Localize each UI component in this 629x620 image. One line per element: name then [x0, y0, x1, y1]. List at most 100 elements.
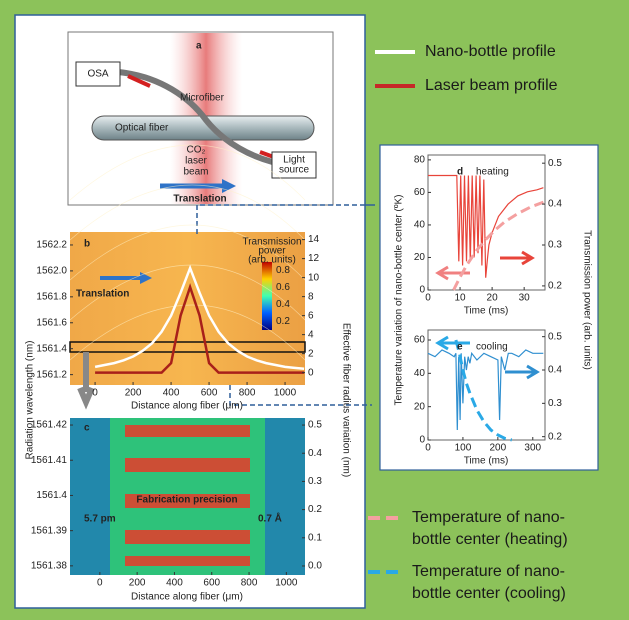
- heatmap-fringe: [69, 144, 306, 201]
- y-tick-label: 1561.38: [31, 560, 68, 571]
- panel-label: d: [457, 167, 463, 178]
- y-tick-label: 1561.2: [36, 369, 67, 380]
- translation-label: Translation: [173, 194, 226, 205]
- temperature-line: [454, 339, 513, 442]
- y2-tick-label: 0.2: [308, 504, 322, 515]
- translation-arrow-b-head: [140, 272, 152, 284]
- y2-axis-label: Transmission power (arb. units): [581, 230, 592, 370]
- y-tick-label: 60: [414, 187, 426, 198]
- precision-left: 5.7 pm: [84, 514, 116, 525]
- y2-tick-label: 0.3: [548, 240, 562, 251]
- panel-label: a: [196, 41, 202, 52]
- y2-tick-label: 14: [308, 234, 320, 245]
- y2-tick-label: 10: [308, 272, 320, 283]
- y-tick-label: 40: [414, 220, 426, 231]
- profile-line: [94, 264, 305, 371]
- translation-label: Translation: [76, 289, 129, 300]
- x-tick-label: 200: [125, 388, 142, 399]
- legend-label: Temperature of nano-: [412, 509, 565, 526]
- heatmap-c-stripes: [125, 425, 250, 566]
- panel-title: heating: [476, 167, 509, 178]
- legend-label: Laser beam profile: [425, 77, 558, 94]
- x-tick-label: 1000: [275, 578, 298, 589]
- y-tick-label: 20: [414, 252, 426, 263]
- legend-label: Nano-bottle profile: [425, 43, 556, 60]
- y-tick-label: 20: [414, 401, 426, 412]
- x-tick-label: 0: [92, 388, 98, 399]
- heatmap-c-edge: [265, 418, 305, 575]
- colorbar-tick: 0.4: [276, 299, 290, 310]
- right-frame: [379, 144, 599, 471]
- x-tick-label: 200: [129, 578, 146, 589]
- y2-tick-label: 0.4: [308, 448, 322, 459]
- laser-label: laser: [185, 156, 207, 167]
- colorbar-title: Transmission: [242, 237, 301, 248]
- connector: [196, 204, 360, 234]
- arrow-d-right: [500, 250, 535, 266]
- y2-tick-label: 0.3: [548, 398, 562, 409]
- arrow-red: [127, 74, 151, 88]
- panel-label: e: [457, 342, 463, 353]
- x-tick-label: 600: [203, 578, 220, 589]
- y2-tick-label: 0.0: [308, 561, 322, 572]
- y2-tick-label: 8: [308, 291, 314, 302]
- y2-tick-label: 0.2: [548, 281, 562, 292]
- source-label: source: [279, 165, 309, 176]
- fiber-label: Optical fiber: [115, 123, 169, 134]
- x-tick-label: 200: [490, 443, 507, 454]
- transmission-line: [428, 174, 544, 278]
- microfiber-label: Microfiber: [180, 93, 225, 104]
- panel-title: cooling: [476, 342, 508, 353]
- y-tick-label: 1561.4: [36, 490, 67, 501]
- x-tick-label: 30: [519, 293, 531, 304]
- y-tick-label: 1561.39: [31, 525, 68, 536]
- x-axis-label: Time (ms): [464, 456, 509, 467]
- y2-tick-label: 6: [308, 310, 314, 321]
- x-tick-label: 10: [454, 293, 466, 304]
- y-tick-label: 1561.42: [31, 420, 68, 431]
- connector: [229, 385, 372, 406]
- transmission-line: [427, 349, 544, 431]
- colorbar-title: power: [258, 246, 286, 257]
- laser-label: CO₂: [187, 145, 206, 156]
- x-tick-label: 300: [524, 443, 541, 454]
- y-tick-label: 0: [419, 285, 425, 296]
- y-axis-label: Radiation wavelength (nm): [25, 341, 36, 460]
- y2-tick-label: 2: [308, 348, 314, 359]
- y-tick-label: 40: [414, 368, 426, 379]
- x-tick-label: 400: [163, 388, 180, 399]
- precision-label: Fabrication precision: [136, 495, 237, 506]
- colorbar: [262, 262, 272, 330]
- y2-tick-label: 0: [308, 367, 314, 378]
- y2-tick-label: 0.5: [548, 331, 562, 342]
- x-tick-label: 0: [425, 293, 431, 304]
- colorbar-tick: 0.6: [276, 282, 290, 293]
- x-tick-label: 400: [166, 578, 183, 589]
- y-tick-label: 80: [414, 155, 426, 166]
- plot-d-frame: [427, 154, 546, 291]
- heatmap-c-edge: [70, 418, 110, 575]
- y2-tick-label: 4: [308, 329, 314, 340]
- osa-box: [75, 61, 121, 87]
- y2-axis-label: Effective fiber radius variation (nm): [340, 323, 351, 477]
- y-tick-label: 0: [419, 435, 425, 446]
- y-tick-label: 1561.4: [36, 343, 67, 354]
- y2-tick-label: 0.3: [308, 476, 322, 487]
- y2-tick-label: 0.1: [308, 532, 322, 543]
- y-tick-label: 1561.41: [31, 455, 68, 466]
- laser-label: beam: [183, 167, 208, 178]
- y-tick-label: 1561.6: [36, 317, 67, 328]
- x-tick-label: 100: [455, 443, 472, 454]
- y2-tick-label: 0.4: [548, 365, 562, 376]
- x-tick-label: 600: [201, 388, 218, 399]
- y-axis-label: Temperature variation of nano-bottle cen…: [394, 195, 405, 406]
- y2-tick-label: 12: [308, 253, 320, 264]
- profile-line: [95, 283, 305, 374]
- x-axis-label: Time (ms): [464, 306, 509, 317]
- x-tick-label: 800: [241, 578, 258, 589]
- selection-box: [69, 341, 306, 353]
- x-tick-label: 0: [97, 578, 103, 589]
- panel-label: c: [84, 423, 90, 434]
- y2-tick-label: 0.4: [548, 199, 562, 210]
